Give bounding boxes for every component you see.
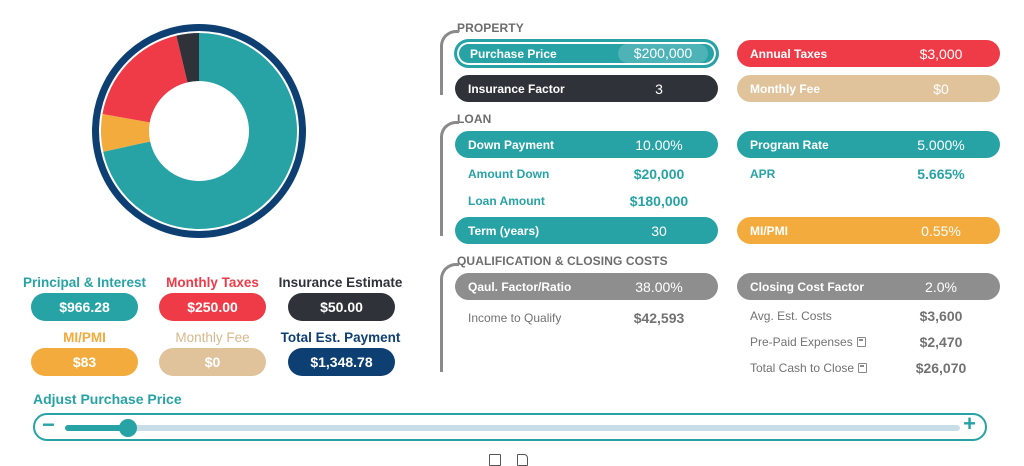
avg-est-costs-label: Avg. Est. Costs (750, 309, 832, 323)
prepaid-expenses-row: Pre-Paid Expenses $2,470 (737, 331, 1000, 353)
donut-slice-monthly-taxes (102, 35, 188, 123)
annual-taxes-field[interactable]: Annual Taxes $3,000 (737, 40, 1000, 67)
mipmi-rate-label: MI/PMI (750, 223, 788, 238)
program-rate-field[interactable]: Program Rate 5.000% (737, 131, 1000, 158)
term-input[interactable]: 30 (651, 222, 667, 239)
fee-value-badge: $0 (159, 348, 266, 376)
taxes-value-badge: $250.00 (159, 293, 266, 321)
calculator-icon[interactable] (856, 337, 866, 347)
slider-fill (65, 425, 128, 431)
prepaid-expenses-label: Pre-Paid Expenses (750, 335, 853, 349)
purchase-price-input[interactable]: $200,000 (618, 44, 708, 63)
avg-est-costs-row: Avg. Est. Costs $3,600 (737, 305, 1000, 327)
total-cash-to-close-row: Total Cash to Close $26,070 (737, 357, 1000, 379)
loan-amount-label: Loan Amount (468, 194, 545, 208)
qual-factor-field[interactable]: Qaul. Factor/Ratio 38.00% (455, 273, 718, 300)
loan-section-title: LOAN (457, 112, 492, 126)
avg-est-costs-value: $3,600 (919, 308, 963, 324)
qualification-bracket (440, 263, 459, 372)
closing-cost-factor-input[interactable]: 2.0% (925, 278, 957, 295)
term-label: Term (years) (468, 223, 540, 238)
minus-icon[interactable]: − (42, 412, 55, 437)
amount-down-label: Amount Down (468, 167, 550, 181)
qual-factor-label: Qaul. Factor/Ratio (468, 279, 572, 294)
program-rate-input[interactable]: 5.000% (917, 136, 965, 153)
insurance-label: Insurance Estimate (278, 275, 403, 290)
qualification-section-title: QUALIFICATION & CLOSING COSTS (457, 254, 668, 268)
annual-taxes-input[interactable]: $3,000 (919, 45, 963, 62)
monthly-fee-label: Monthly Fee (750, 81, 821, 96)
closing-cost-factor-label: Closing Cost Factor (750, 279, 865, 294)
purchase-price-label: Purchase Price (470, 46, 557, 61)
insurance-factor-input[interactable]: 3 (655, 80, 663, 97)
payment-donut-chart (92, 24, 306, 238)
annual-taxes-label: Annual Taxes (750, 46, 828, 61)
slider-title: Adjust Purchase Price (33, 391, 182, 407)
donut-slice-mi-pmi (100, 114, 151, 152)
loan-bracket (440, 121, 459, 236)
total-payment-value-badge: $1,348.78 (288, 348, 395, 376)
document-icon[interactable] (517, 454, 528, 466)
closing-cost-factor-field[interactable]: Closing Cost Factor 2.0% (737, 273, 1000, 300)
plus-icon[interactable]: + (963, 411, 976, 436)
property-section-title: PROPERTY (457, 21, 524, 35)
taxes-label: Monthly Taxes (166, 275, 259, 290)
monthly-fee-input[interactable]: $0 (933, 80, 949, 97)
slider-rail (65, 425, 960, 431)
fee-label: Monthly Fee (175, 330, 250, 345)
mipmi-rate-input[interactable]: 0.55% (921, 222, 961, 239)
apr-label: APR (750, 167, 776, 181)
term-field[interactable]: Term (years) 30 (455, 217, 718, 244)
apr-value: 5.665% (917, 166, 965, 182)
principal-label: Principal & Interest (22, 275, 147, 290)
down-payment-field[interactable]: Down Payment 10.00% (455, 131, 718, 158)
donut-outer-ring (92, 24, 306, 238)
save-icon[interactable] (489, 454, 501, 466)
loan-amount-value: $180,000 (629, 193, 689, 209)
principal-value-badge: $966.28 (31, 293, 138, 321)
qual-factor-input[interactable]: 38.00% (635, 278, 683, 295)
total-cash-to-close-label: Total Cash to Close (750, 361, 855, 375)
income-to-qualify-label: Income to Qualify (468, 311, 562, 325)
income-to-qualify-value: $42,593 (633, 310, 685, 326)
mipmi-label: MI/PMI (63, 330, 106, 345)
down-payment-input[interactable]: 10.00% (635, 136, 683, 153)
calculator-icon[interactable] (858, 363, 868, 373)
loan-amount-row: Loan Amount $180,000 (455, 190, 718, 212)
program-rate-label: Program Rate (750, 137, 829, 152)
mipmi-rate-field[interactable]: MI/PMI 0.55% (737, 217, 1000, 244)
purchase-price-slider[interactable]: − + (33, 411, 987, 441)
insurance-factor-field[interactable]: Insurance Factor 3 (455, 75, 718, 102)
insurance-factor-label: Insurance Factor (468, 81, 565, 96)
amount-down-value: $20,000 (633, 166, 685, 182)
donut-slice-insurance-estimate (176, 33, 199, 83)
property-bracket (440, 30, 459, 95)
total-cash-to-close-value: $26,070 (915, 360, 967, 376)
apr-row: APR 5.665% (737, 163, 1000, 185)
amount-down-row: Amount Down $20,000 (455, 163, 718, 185)
purchase-price-field[interactable]: Purchase Price $200,000 (455, 40, 718, 67)
insurance-value-badge: $50.00 (288, 293, 395, 321)
monthly-fee-field[interactable]: Monthly Fee $0 (737, 75, 1000, 102)
total-payment-label: Total Est. Payment (280, 330, 401, 345)
donut-slice-principal-interest (103, 33, 297, 229)
mipmi-value-badge: $83 (31, 348, 138, 376)
income-to-qualify-row: Income to Qualify $42,593 (455, 307, 718, 329)
down-payment-label: Down Payment (468, 137, 555, 152)
prepaid-expenses-value: $2,470 (919, 334, 963, 350)
slider-handle[interactable] (118, 419, 137, 437)
